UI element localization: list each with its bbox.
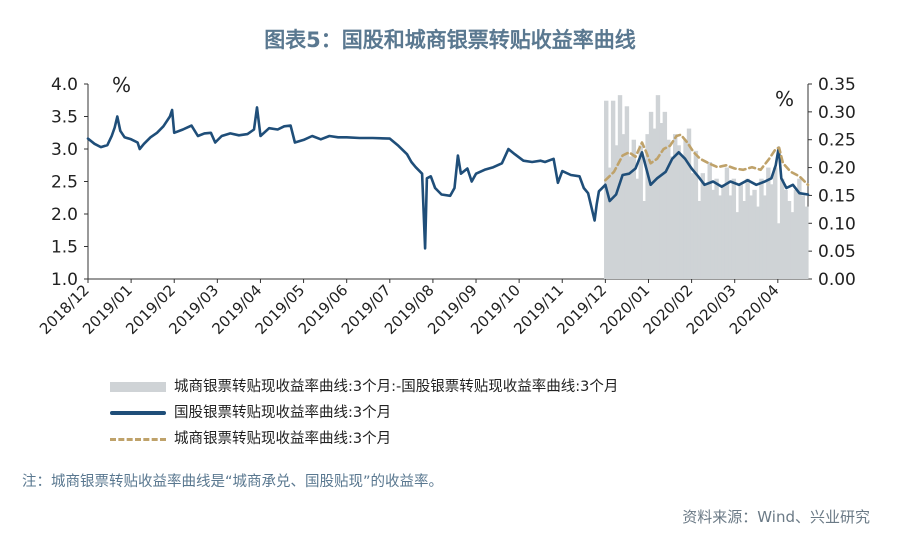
spread-bar bbox=[735, 212, 740, 279]
right-tick-label: 0.25 bbox=[818, 131, 856, 151]
right-unit-label: % bbox=[775, 87, 794, 111]
spread-bar bbox=[635, 178, 640, 279]
left-tick-label: 3.5 bbox=[51, 108, 78, 128]
series-lines bbox=[86, 106, 810, 250]
spread-bar bbox=[669, 156, 674, 279]
spread-bar bbox=[710, 189, 716, 279]
right-tick-label: 0.15 bbox=[818, 186, 856, 206]
spread-bar bbox=[793, 189, 799, 279]
spread-bar bbox=[610, 100, 616, 279]
spread-bar bbox=[804, 206, 809, 279]
legend-swatch-spread bbox=[110, 382, 166, 392]
spread-bar bbox=[638, 145, 643, 279]
spread-bar bbox=[673, 134, 678, 279]
left-tick-label: 1.5 bbox=[51, 238, 78, 258]
left-tick-label: 2.5 bbox=[51, 173, 78, 193]
right-tick-label: 0.20 bbox=[818, 159, 856, 179]
spread-bar bbox=[797, 178, 802, 279]
spread-bar bbox=[617, 95, 623, 280]
spread-bar bbox=[614, 145, 619, 279]
guogu-yield-line bbox=[86, 106, 810, 250]
spread-bar bbox=[776, 223, 781, 279]
spread-bar bbox=[693, 150, 699, 279]
spread-bar bbox=[773, 167, 778, 279]
right-y-axis: 0.35 0.30 0.25 0.20 0.15 0.10 0.05 0.00 bbox=[807, 75, 856, 290]
spread-bar bbox=[679, 156, 685, 279]
spread-bar bbox=[717, 195, 723, 279]
spread-bar bbox=[783, 189, 788, 279]
spread-bar bbox=[779, 178, 785, 279]
spread-bar bbox=[621, 134, 626, 279]
data-source: 资料来源：Wind、兴业研究 bbox=[682, 508, 870, 526]
legend-item-spread: 城商银票转贴现收益率曲线:3个月:-国股银票转贴现收益率曲线:3个月 bbox=[110, 375, 618, 396]
legend-swatch-chengshang bbox=[110, 437, 166, 441]
spread-bar bbox=[800, 195, 806, 279]
spread-bar bbox=[655, 95, 661, 280]
spread-bar bbox=[676, 145, 681, 279]
spread-bar bbox=[759, 178, 764, 279]
spread-bar bbox=[731, 178, 737, 279]
spread-bar bbox=[659, 123, 664, 279]
legend-swatch-guogu bbox=[110, 411, 166, 415]
spread-bars bbox=[604, 95, 809, 280]
spread-bar bbox=[752, 189, 757, 279]
spread-bar bbox=[662, 111, 668, 279]
spread-bar bbox=[624, 106, 630, 280]
x-axis: 2018/122019/012019/022019/032019/042019/… bbox=[36, 278, 808, 338]
legend-item-guogu: 国股银票转贴现收益率曲线:3个月 bbox=[110, 401, 391, 422]
spread-bar bbox=[690, 173, 695, 279]
spread-bar bbox=[748, 195, 754, 279]
legend-label-spread: 城商银票转贴现收益率曲线:3个月:-国股银票转贴现收益率曲线:3个月 bbox=[174, 379, 619, 395]
spread-bar bbox=[738, 184, 743, 279]
left-tick-label: 3.0 bbox=[51, 140, 78, 160]
left-tick-label: 1.0 bbox=[51, 270, 78, 290]
left-tick-label: 2.0 bbox=[51, 205, 78, 225]
spread-bar bbox=[645, 134, 650, 279]
right-tick-label: 0.05 bbox=[818, 242, 856, 262]
spread-bar bbox=[697, 201, 702, 279]
spread-bar bbox=[607, 167, 612, 279]
left-y-axis: 4.0 3.5 3.0 2.5 2.0 1.5 1.0 bbox=[51, 75, 89, 290]
spread-bar bbox=[769, 184, 774, 279]
spread-bar bbox=[741, 201, 747, 279]
spread-bar bbox=[707, 162, 712, 279]
spread-bar bbox=[790, 212, 795, 279]
spread-bar bbox=[714, 178, 719, 279]
spread-bar bbox=[652, 128, 657, 279]
spread-bar bbox=[745, 178, 750, 279]
legend-label-chengshang: 城商银票转贴现收益率曲线:3个月 bbox=[174, 431, 392, 447]
spread-bar bbox=[721, 184, 726, 279]
chengshang-yield-line bbox=[604, 133, 810, 187]
spread-bar bbox=[728, 195, 733, 279]
left-tick-label: 4.0 bbox=[51, 75, 78, 95]
chart-title: 图表5：国股和城商银票转贴收益率曲线 bbox=[264, 28, 636, 52]
right-tick-label: 0.30 bbox=[818, 103, 856, 123]
spread-bar bbox=[724, 167, 730, 279]
right-tick-label: 0.35 bbox=[818, 75, 856, 95]
legend-label-guogu: 国股银票转贴现收益率曲线:3个月 bbox=[174, 405, 392, 421]
spread-bar bbox=[631, 139, 637, 279]
footnote: 注：城商银票转贴收益率曲线是“城商承兑、国股贴现”的收益率。 bbox=[22, 474, 444, 490]
spread-bar bbox=[683, 139, 688, 279]
right-tick-label: 0.10 bbox=[818, 214, 856, 234]
spread-bar bbox=[762, 195, 768, 279]
spread-bar bbox=[700, 173, 706, 279]
spread-bar bbox=[666, 139, 671, 279]
spread-bar bbox=[648, 111, 654, 279]
spread-bar bbox=[628, 156, 633, 279]
spread-bar bbox=[686, 128, 692, 279]
legend-item-chengshang: 城商银票转贴现收益率曲线:3个月 bbox=[110, 427, 391, 448]
spread-bar bbox=[755, 206, 761, 279]
right-tick-label: 0.00 bbox=[818, 270, 856, 290]
spread-bar bbox=[704, 184, 709, 279]
spread-bar bbox=[766, 167, 771, 279]
spread-bar bbox=[786, 201, 792, 279]
spread-bar bbox=[641, 201, 647, 279]
left-unit-label: % bbox=[112, 73, 131, 97]
